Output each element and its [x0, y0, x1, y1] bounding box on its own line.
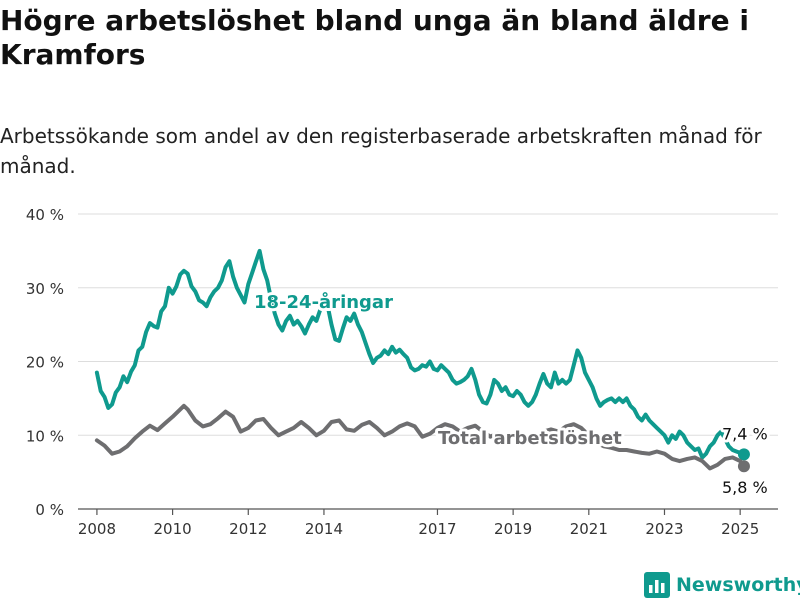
y-tick-label: 0 % [35, 501, 64, 519]
x-axis: 2008 2010 2012 2014 2017 2019 2021 2023 2025 [78, 508, 778, 538]
x-tick-label: 2014 [305, 520, 343, 538]
y-tick-label: 10 % [26, 427, 64, 445]
y-axis-labels: 0 % 10 % 20 % 30 % 40 % [26, 206, 64, 519]
chart-title: Högre arbetslöshet bland unga än bland ä… [0, 4, 749, 71]
chart-subtitle: Arbetssökande som andel av den registerb… [0, 124, 762, 178]
x-tick-label: 2023 [645, 520, 683, 538]
grid-lines [78, 213, 778, 436]
end-point-total [737, 460, 750, 473]
y-tick-label: 20 % [26, 354, 64, 372]
series-line-youth [94, 248, 746, 460]
x-tick-label: 2012 [229, 520, 267, 538]
annotations: 18-24-åringar Total arbetslöshet 7,4 % 5,8 … [251, 288, 771, 500]
end-point-youth [737, 448, 750, 461]
series-label-youth: 18-24-åringar [254, 291, 393, 313]
y-tick-label: 40 % [26, 206, 64, 224]
newsworthy-logo: Newsworthy [644, 570, 800, 600]
x-tick-label: 2021 [570, 520, 608, 538]
series-lines [94, 248, 750, 473]
brand-name: Newsworthy [676, 574, 800, 596]
series-line-total [94, 403, 746, 471]
x-tick-label: 2017 [418, 520, 456, 538]
x-tick-label: 2010 [154, 520, 192, 538]
x-tick-label: 2025 [721, 520, 759, 538]
y-tick-label: 30 % [26, 280, 64, 298]
end-label-total: 5,8 % [722, 478, 768, 497]
series-label-total: Total arbetslöshet [438, 428, 622, 449]
x-tick-label: 2019 [494, 520, 532, 538]
x-tick-label: 2008 [78, 520, 116, 538]
end-label-youth: 7,4 % [722, 424, 768, 443]
bar-chart-icon [644, 572, 670, 598]
